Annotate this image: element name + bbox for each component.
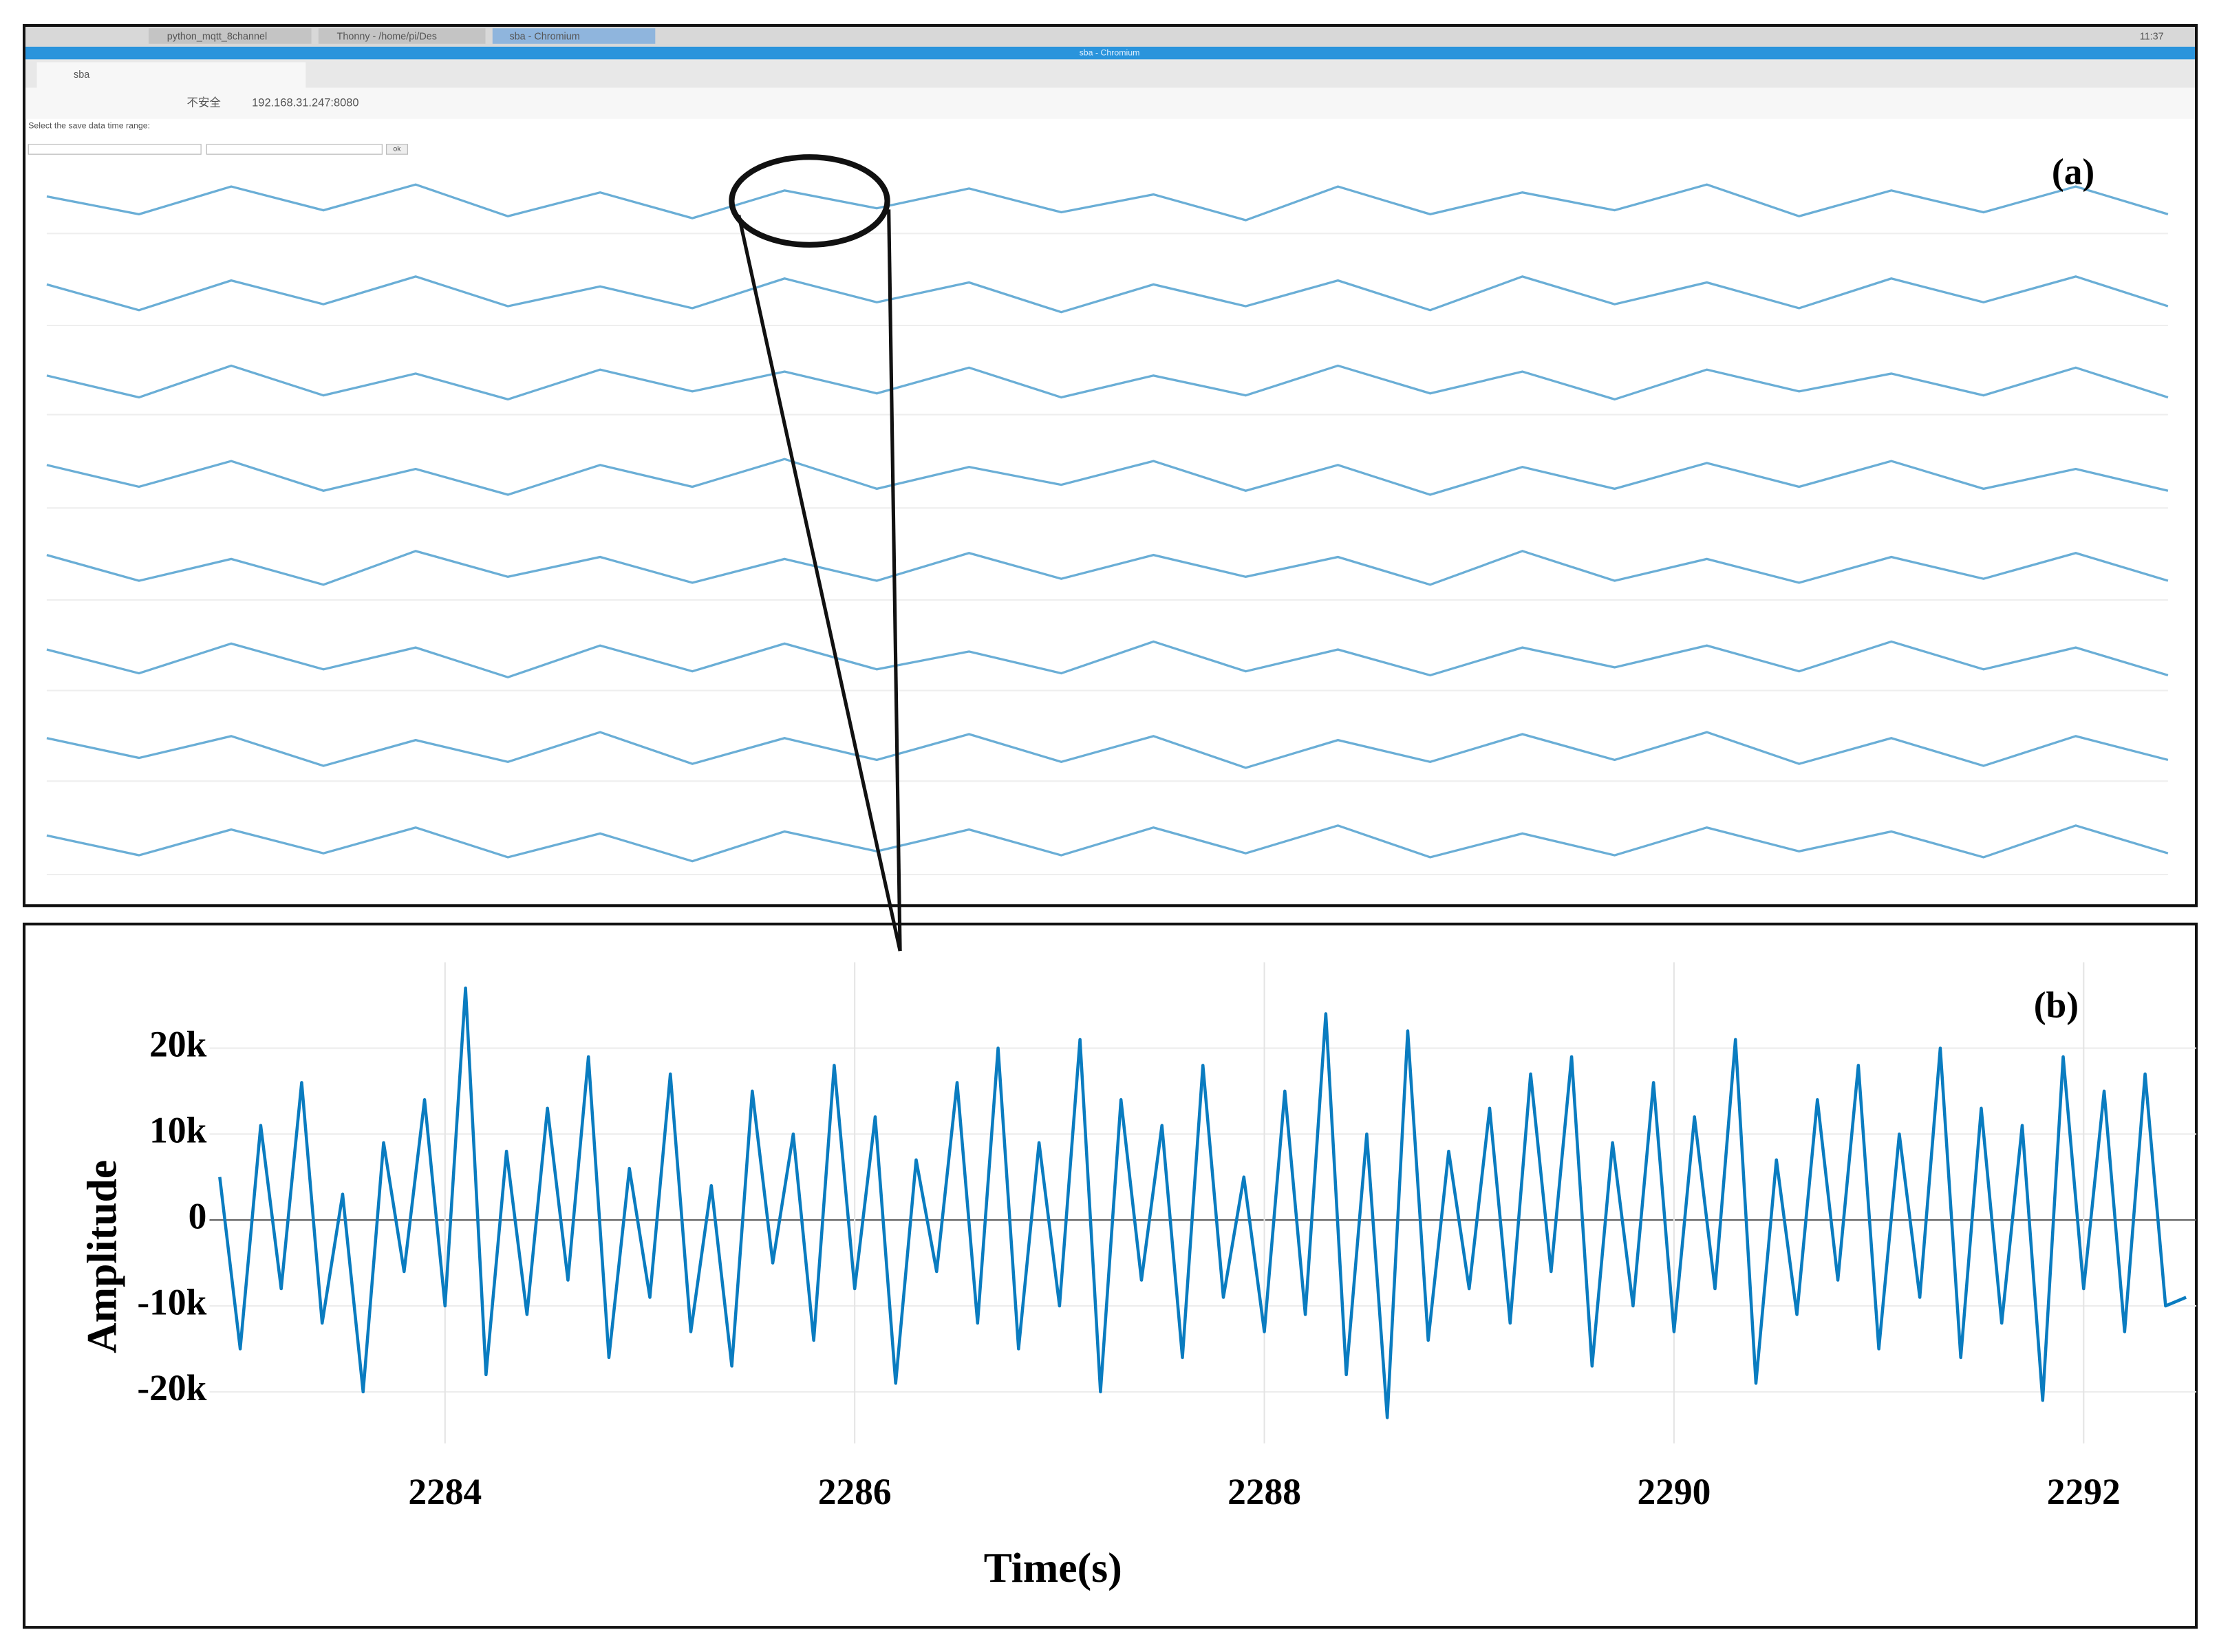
- zoom-ellipse: [729, 154, 890, 248]
- channel-trace: [46, 550, 2169, 586]
- channel-trace: [46, 183, 2169, 222]
- security-label: 不安全: [187, 96, 222, 109]
- x-tick-label: 2288: [1228, 1471, 1301, 1512]
- x-axis-title: Time(s): [984, 1545, 1122, 1591]
- taskbar-item[interactable]: [318, 28, 486, 44]
- taskbar-label: python_mqtt_8channel: [167, 31, 267, 42]
- ok-label: ok: [394, 146, 402, 153]
- zoom-connector: [887, 209, 902, 952]
- toolbar: [25, 87, 2195, 119]
- channel-trace: [46, 640, 2169, 679]
- channel-traces: [46, 183, 2169, 876]
- panel-b-frame: [22, 922, 2198, 1629]
- taskbar-label: Thonny - /home/pi/Des: [337, 31, 437, 42]
- browser-tab[interactable]: [36, 62, 306, 88]
- signal-line: [218, 986, 2187, 1419]
- prompt: Select the save data time range:: [28, 120, 150, 130]
- title-bar: [25, 46, 2195, 60]
- y-tick-label: -10k: [137, 1281, 206, 1322]
- tab-strip: [25, 59, 2195, 88]
- panel-label: (b): [2034, 985, 2079, 1026]
- date-input[interactable]: [206, 144, 383, 155]
- zoom-connector: [737, 215, 902, 952]
- y-tick-label: 10k: [149, 1110, 206, 1151]
- plot: 20k 10k 0 -10k -20k 2284 2286 2288 2290 2292: [137, 962, 2197, 1512]
- tab-title: sba: [74, 69, 89, 81]
- taskbar-label: sba - Chromium: [509, 31, 579, 42]
- y-axis-title: Amplitude: [78, 1160, 125, 1353]
- channel-trace: [46, 458, 2169, 496]
- taskbar-item[interactable]: [492, 28, 656, 44]
- y-tick-label: -20k: [137, 1367, 206, 1408]
- x-tick-label: 2286: [818, 1471, 892, 1512]
- panel-a-frame: [22, 23, 2198, 908]
- taskbar-item[interactable]: [149, 28, 312, 44]
- y-tick-label: 0: [189, 1195, 207, 1236]
- window-title: sba - Chromium: [1080, 47, 1140, 57]
- ok-button[interactable]: [385, 144, 409, 155]
- address[interactable]: 192.168.31.247:8080: [252, 96, 358, 109]
- x-tick-label: 2290: [1637, 1471, 1711, 1512]
- clock: 11:37: [2140, 31, 2164, 42]
- channel-trace: [46, 824, 2169, 863]
- channel-trace: [46, 364, 2169, 401]
- panel-label: (a): [2052, 151, 2094, 192]
- x-tick-label: 2292: [2047, 1471, 2121, 1512]
- y-tick-label: 20k: [149, 1024, 206, 1065]
- date-input[interactable]: [28, 144, 202, 155]
- channel-trace: [46, 731, 2169, 769]
- x-tick-label: 2284: [408, 1471, 482, 1512]
- channel-trace: [46, 275, 2169, 314]
